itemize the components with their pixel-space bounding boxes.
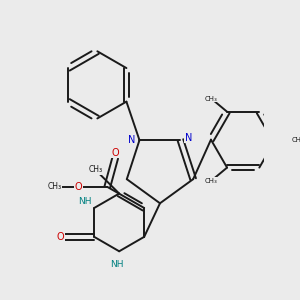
Text: N: N — [185, 133, 192, 142]
Text: N: N — [128, 135, 135, 145]
Text: CH₃: CH₃ — [205, 96, 217, 102]
Text: O: O — [111, 148, 119, 158]
Text: CH₃: CH₃ — [48, 182, 62, 191]
Text: CH₃: CH₃ — [292, 137, 300, 143]
Text: NH: NH — [110, 260, 123, 269]
Text: O: O — [74, 182, 82, 192]
Text: O: O — [56, 232, 64, 242]
Text: CH₃: CH₃ — [205, 178, 217, 184]
Text: NH: NH — [78, 197, 92, 206]
Text: CH₃: CH₃ — [88, 165, 103, 174]
